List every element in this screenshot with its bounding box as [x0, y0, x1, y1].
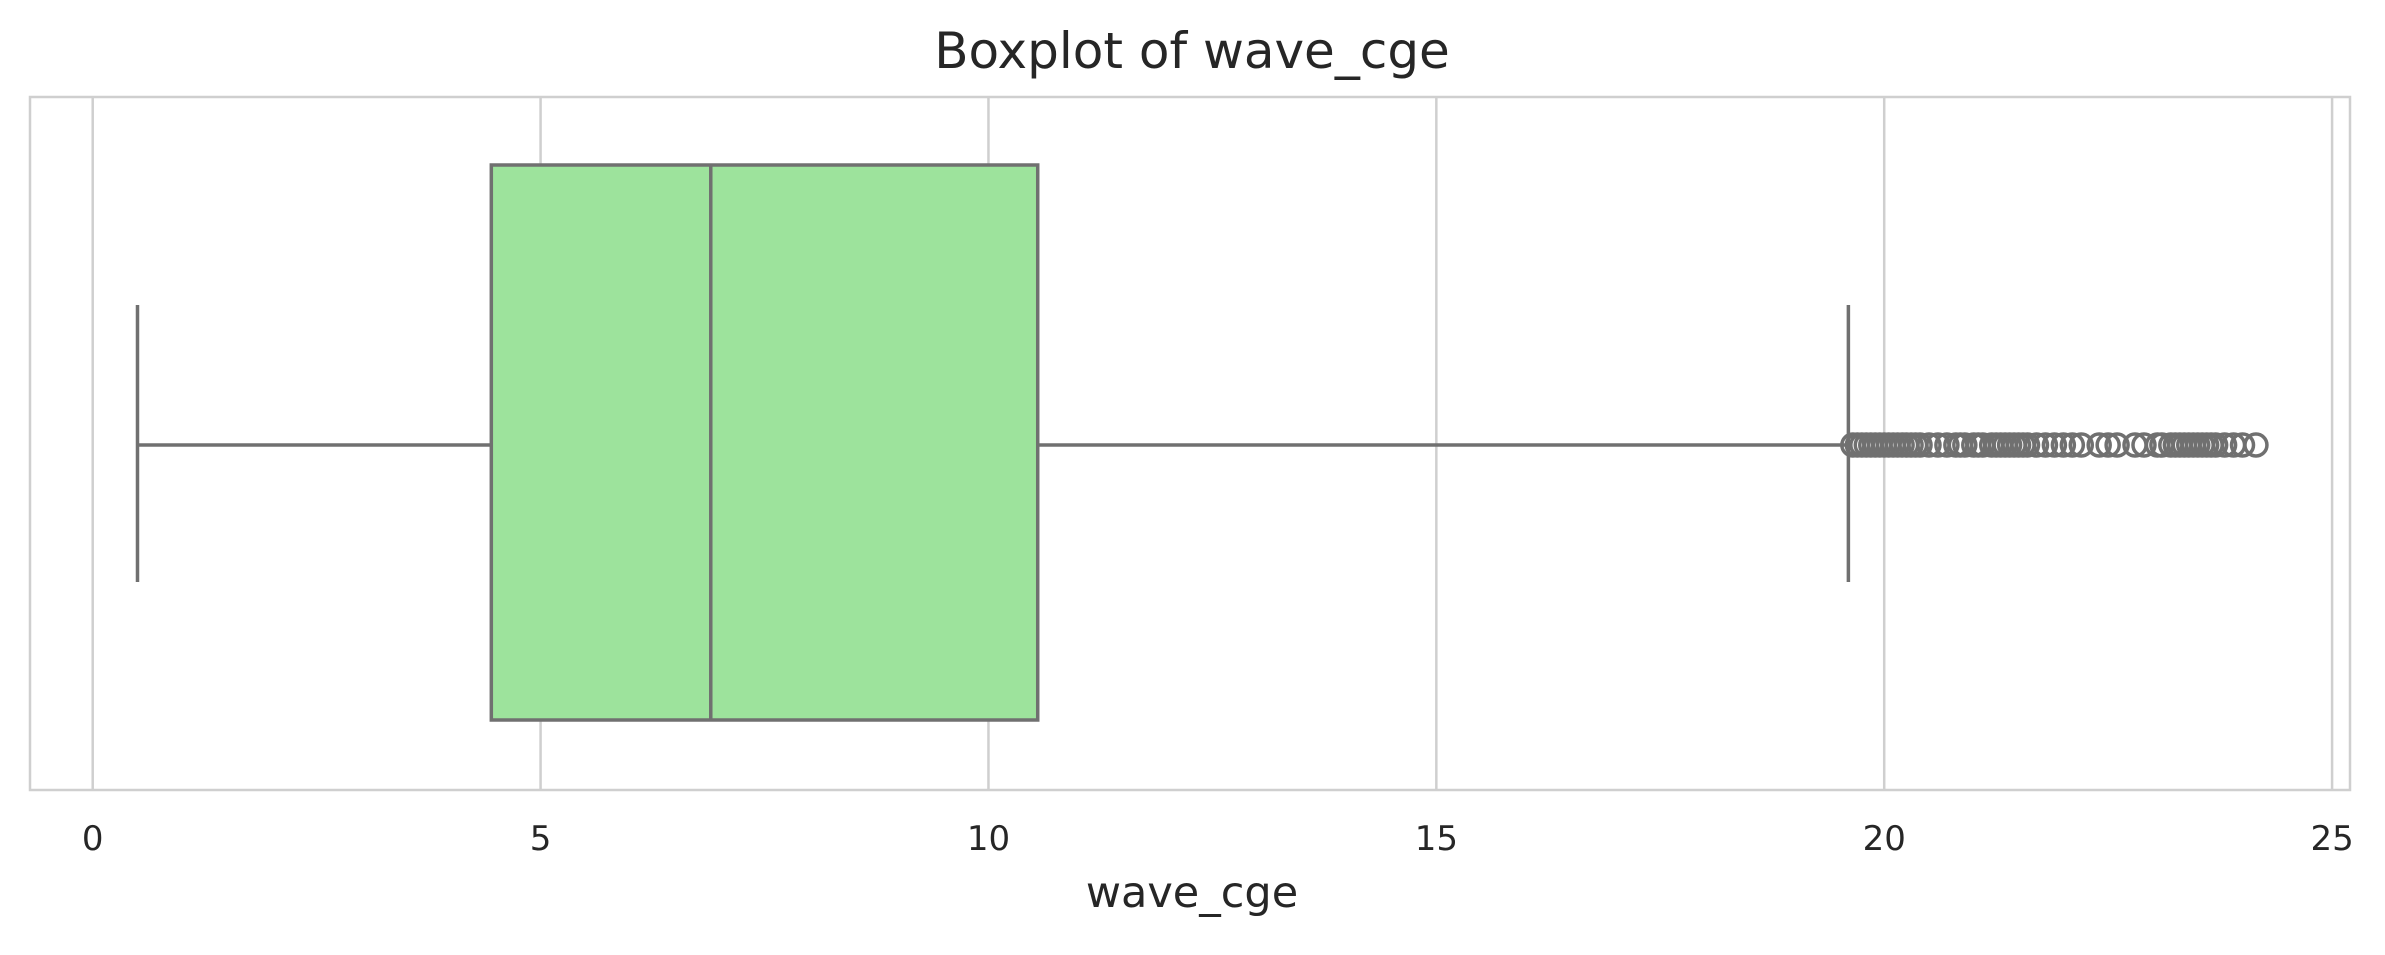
- outlier-point: [1916, 432, 1942, 458]
- x-tick-label: 20: [1863, 819, 1906, 859]
- outlier-point: [2202, 432, 2229, 458]
- outlier-point: [2068, 432, 2095, 458]
- x-tick-label: 15: [1415, 819, 1458, 859]
- outlier-point: [2229, 432, 2256, 458]
- plot-frame: [28, 95, 2352, 792]
- x-tick-label: 25: [2310, 819, 2353, 859]
- outlier-point: [2041, 432, 2068, 458]
- outlier-point: [1907, 432, 1933, 458]
- plot-frame-border: [28, 95, 2352, 792]
- x-tick-label: 10: [967, 819, 1010, 859]
- outlier-point: [2059, 432, 2086, 458]
- outlier-point: [2023, 432, 2050, 458]
- box-plot: [135, 163, 1851, 722]
- outlier-point: [2243, 432, 2269, 458]
- outlier-point: [2211, 432, 2238, 458]
- outlier-point: [2050, 432, 2077, 458]
- outlier-point: [2086, 432, 2112, 458]
- outlier-point: [1934, 432, 1960, 458]
- outliers: [1840, 432, 2269, 458]
- outlier-point: [2104, 432, 2130, 458]
- outlier-point: [2095, 432, 2121, 458]
- x-tick-label: 5: [530, 819, 552, 859]
- x-axis-label: wave_cge: [1086, 868, 1298, 918]
- x-tick-labels: 0 5 10 15 20 25: [82, 819, 2354, 859]
- outlier-point: [2032, 432, 2059, 458]
- outlier-point: [1952, 432, 1978, 458]
- outlier-point: [2014, 432, 2041, 458]
- chart-title: Boxplot of wave_cge: [934, 22, 1450, 80]
- outlier-point: [2131, 432, 2157, 458]
- iqr-box: [489, 163, 1040, 722]
- x-tick-label: 0: [82, 819, 104, 859]
